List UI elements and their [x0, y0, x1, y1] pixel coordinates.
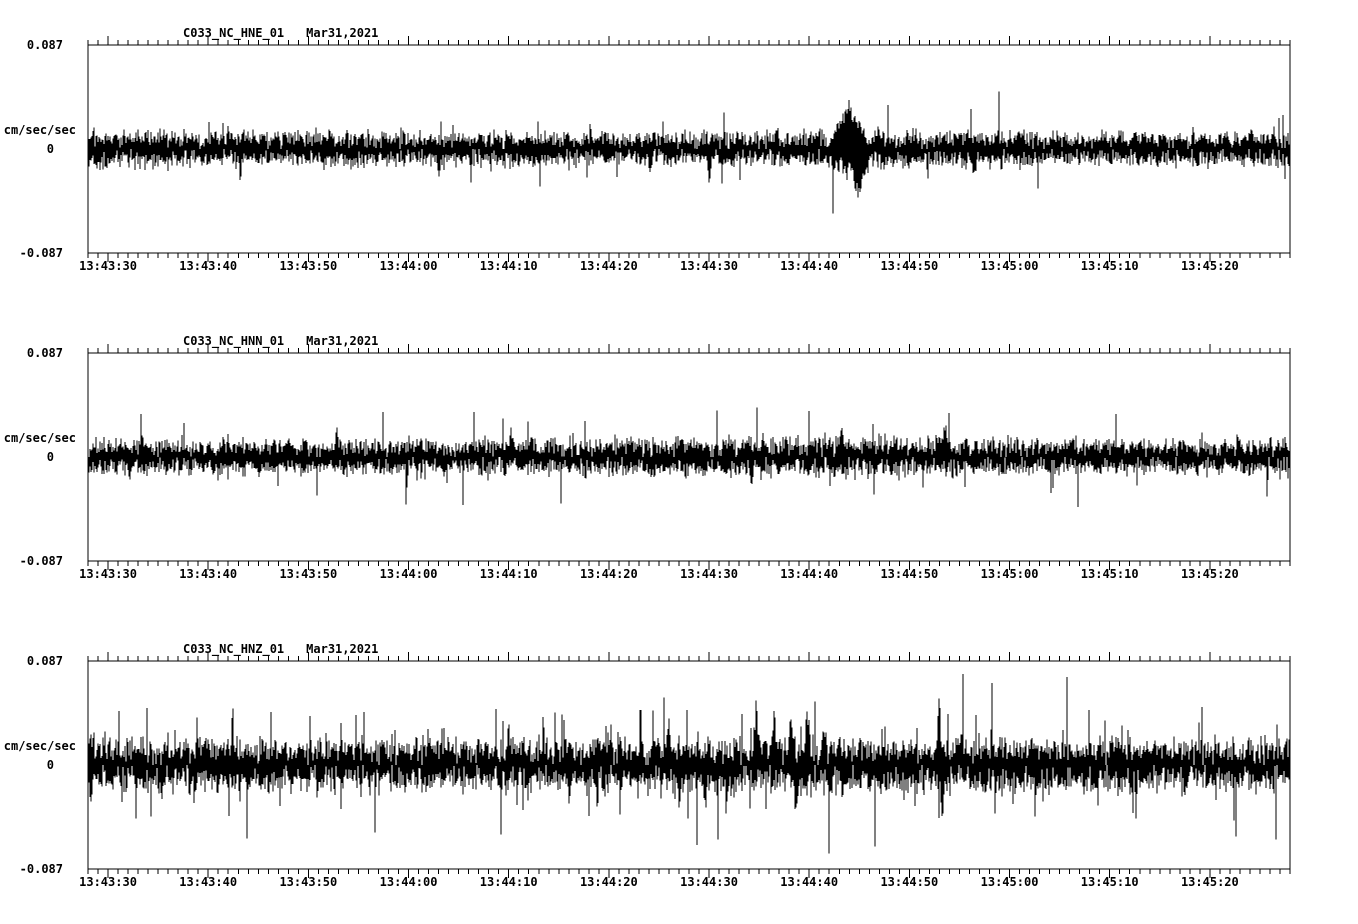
- axis-box-and-ticks: [87, 36, 1291, 262]
- x-tick-label: 13:45:20: [1180, 567, 1239, 581]
- x-tick-label: 13:44:00: [379, 875, 438, 889]
- x-tick-label: 13:45:10: [1080, 567, 1139, 581]
- x-tick-label: 13:45:20: [1180, 875, 1239, 889]
- waveform-trace-hnz: [87, 674, 1291, 854]
- x-tick-label: 13:44:50: [880, 259, 939, 273]
- x-tick-label: 13:43:40: [179, 875, 238, 889]
- y-axis-unit: cm/sec/sec: [3, 431, 76, 445]
- x-tick-label: 13:44:00: [379, 567, 438, 581]
- x-tick-label: 13:43:30: [79, 567, 137, 581]
- y-tick-max: 0.087: [26, 38, 63, 52]
- x-tick-label: 13:44:50: [880, 875, 939, 889]
- y-tick-min: -0.087: [19, 246, 63, 260]
- x-tick-label: 13:44:40: [780, 875, 839, 889]
- axis-box-and-ticks: [87, 652, 1291, 878]
- x-tick-label: 13:45:10: [1080, 259, 1139, 273]
- y-tick-zero: 0: [46, 758, 54, 772]
- x-tick-label: 13:45:00: [980, 875, 1039, 889]
- y-tick-min: -0.087: [19, 862, 63, 876]
- x-tick-label: 13:43:40: [179, 259, 238, 273]
- y-tick-zero: 0: [46, 142, 54, 156]
- x-tick-label: 13:44:10: [479, 259, 538, 273]
- x-tick-label: 13:43:30: [79, 875, 137, 889]
- x-tick-label: 13:44:10: [479, 875, 538, 889]
- seismogram-panel-hnz: C033_NC_HNZ_01 Mar31,2021 0.087 cm/sec/s…: [0, 616, 1358, 924]
- x-tick-label: 13:43:50: [279, 259, 338, 273]
- seismogram-panel-hne: C033_NC_HNE_01 Mar31,2021 0.087 cm/sec/s…: [0, 0, 1358, 308]
- x-tick-label: 13:44:30: [680, 567, 738, 581]
- x-tick-label: 13:43:30: [79, 259, 137, 273]
- y-tick-max: 0.087: [26, 654, 63, 668]
- waveform-trace-hne: [87, 91, 1291, 214]
- x-tick-label: 13:44:20: [579, 875, 638, 889]
- trace-date: Mar31,2021: [306, 642, 379, 656]
- y-tick-zero: 0: [46, 450, 54, 464]
- x-tick-label: 13:44:50: [880, 567, 939, 581]
- x-tick-label: 13:43:50: [279, 875, 338, 889]
- x-tick-label: 13:44:10: [479, 567, 538, 581]
- x-tick-label: 13:45:20: [1180, 259, 1239, 273]
- x-tick-label: 13:45:10: [1080, 875, 1139, 889]
- trace-date: Mar31,2021: [306, 26, 379, 40]
- x-tick-label: 13:44:40: [780, 259, 839, 273]
- y-tick-min: -0.087: [19, 554, 63, 568]
- x-tick-label: 13:45:00: [980, 567, 1039, 581]
- x-tick-label: 13:44:40: [780, 567, 839, 581]
- seismogram-plot: [87, 344, 1291, 570]
- seismogram-plot: [87, 652, 1291, 878]
- seismogram-plot: [87, 36, 1291, 262]
- x-tick-label: 13:45:00: [980, 259, 1039, 273]
- seismogram-panel-hnn: C033_NC_HNN_01 Mar31,2021 0.087 cm/sec/s…: [0, 308, 1358, 616]
- axis-box-and-ticks: [87, 344, 1291, 570]
- waveform-trace-hnn: [87, 407, 1291, 508]
- x-tick-label: 13:44:20: [579, 567, 638, 581]
- y-axis-unit: cm/sec/sec: [3, 739, 76, 753]
- x-tick-label: 13:44:30: [680, 259, 738, 273]
- y-axis-unit: cm/sec/sec: [3, 123, 76, 137]
- trace-date: Mar31,2021: [306, 334, 379, 348]
- x-tick-label: 13:43:40: [179, 567, 238, 581]
- x-tick-label: 13:43:50: [279, 567, 338, 581]
- y-tick-max: 0.087: [26, 346, 63, 360]
- x-tick-label: 13:44:30: [680, 875, 738, 889]
- x-tick-label: 13:44:00: [379, 259, 438, 273]
- x-tick-label: 13:44:20: [579, 259, 638, 273]
